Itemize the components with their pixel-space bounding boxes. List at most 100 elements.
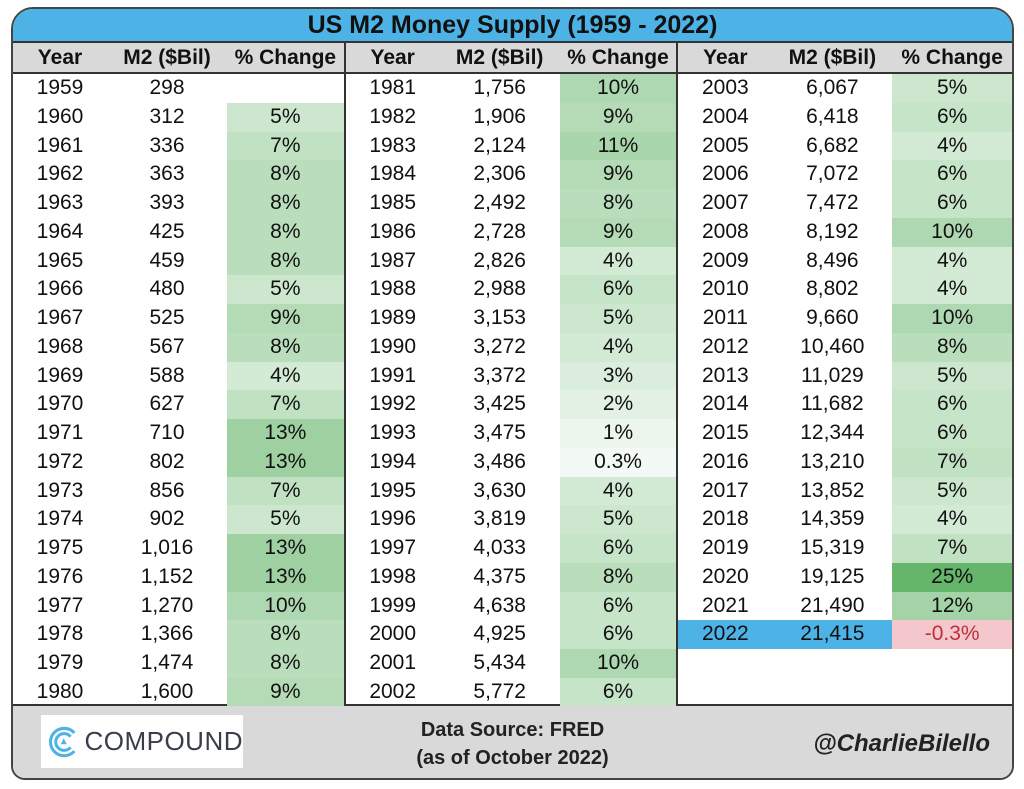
table-section: Year M2 ($Bil) % Change 1981 1,756 10% 1982 1,9… xyxy=(345,43,679,707)
pct-change-cell: 9% xyxy=(559,160,677,189)
table-row: 1959 298 xyxy=(13,74,344,103)
m2-cell: 5,434 xyxy=(473,651,526,674)
year-cell: 1984 xyxy=(369,162,417,186)
column-header: Year xyxy=(37,46,83,69)
table-row: 1992 3,425 2% xyxy=(346,390,677,419)
m2-cell: 6,418 xyxy=(806,104,859,128)
pct-change-cell: 8% xyxy=(559,562,677,592)
column-header: Year xyxy=(370,46,415,69)
year-cell: 1968 xyxy=(36,334,84,358)
year-cell: 1986 xyxy=(369,219,417,243)
m2-cell: 4,925 xyxy=(473,622,526,646)
year-cell: 1975 xyxy=(36,536,84,559)
m2-cell: 3,819 xyxy=(473,507,526,531)
table-row: 1968 567 8% xyxy=(13,332,344,362)
m2-cell: 312 xyxy=(149,104,185,128)
pct-change-cell: 5% xyxy=(559,505,677,534)
header-row: Year M2 ($Bil) % Change xyxy=(345,43,677,74)
table-row: 1982 1,906 9% xyxy=(346,102,677,132)
year-cell: 1998 xyxy=(369,564,417,588)
pct-change-cell: 6% xyxy=(892,419,1012,448)
column-header: Year xyxy=(703,46,748,69)
table-row: 1984 2,306 9% xyxy=(346,160,677,189)
table-row: 1974 902 5% xyxy=(13,505,344,534)
pct-change-cell: 4% xyxy=(559,476,677,506)
pct-change-cell: 5% xyxy=(892,476,1012,506)
year-cell: 2020 xyxy=(701,564,749,588)
pct-change-cell: 8% xyxy=(227,649,344,678)
m2-cell: 480 xyxy=(149,277,185,301)
pct-change-cell: 13% xyxy=(227,534,344,563)
table-row: 2002 5,772 6% xyxy=(346,677,677,707)
year-cell: 2002 xyxy=(369,679,417,703)
m2-cell: 11,029 xyxy=(801,363,864,387)
m2-cell: 8,496 xyxy=(806,248,859,272)
table-row: 2020 19,125 25% xyxy=(678,562,1012,592)
m2-cell: 6,067 xyxy=(806,76,859,99)
pct-change-cell: 5% xyxy=(559,304,677,333)
year-cell: 1976 xyxy=(36,564,84,588)
year-cell: 1981 xyxy=(369,76,417,99)
table-row: 1980 1,600 9% xyxy=(13,677,344,707)
year-cell: 1983 xyxy=(369,133,417,157)
year-cell: 1996 xyxy=(369,507,417,531)
table-row: 2022 21,415 -0.3% xyxy=(678,620,1012,649)
pct-change-cell: 5% xyxy=(892,361,1012,391)
pct-change-cell: 7% xyxy=(892,534,1012,563)
year-cell: 2014 xyxy=(701,392,749,416)
year-cell: 1989 xyxy=(369,306,417,329)
table-row: 1993 3,475 1% xyxy=(346,419,677,448)
table-row: 1971 710 13% xyxy=(13,419,344,448)
table-row: 1969 588 4% xyxy=(13,361,344,391)
table-row: 1976 1,152 13% xyxy=(13,562,344,592)
year-cell: 1970 xyxy=(36,392,84,416)
data-grid: Year M2 ($Bil)% Change 1959 298 1960 312 5% 196… xyxy=(13,43,1012,707)
m2-cell: 4,375 xyxy=(473,564,526,588)
m2-cell: 1,474 xyxy=(140,651,194,674)
table-row: 1997 4,033 6% xyxy=(346,534,677,563)
year-cell: 2001 xyxy=(369,651,417,674)
pct-change-cell: 9% xyxy=(227,304,344,333)
m2-cell: 3,475 xyxy=(473,421,526,444)
m2-cell: 1,152 xyxy=(140,564,194,588)
pct-change-cell: 10% xyxy=(892,304,1012,333)
year-cell: 2017 xyxy=(701,478,749,502)
year-cell: 1961 xyxy=(36,133,84,157)
pct-change-cell: 7% xyxy=(892,447,1012,477)
pct-change-cell: 8% xyxy=(227,246,344,276)
header-row: Year M2 ($Bil) % Change xyxy=(13,43,344,74)
pct-change-cell: 5% xyxy=(227,505,344,534)
pct-change-cell: 8% xyxy=(227,189,344,218)
year-cell: 1978 xyxy=(36,622,84,646)
m2-cell: 2,728 xyxy=(473,219,526,243)
table-row: 2007 7,472 6% xyxy=(678,189,1012,218)
pct-change-cell: 8% xyxy=(227,217,344,247)
year-cell: 1962 xyxy=(36,162,84,186)
table-row: 1964 425 8% xyxy=(13,217,344,247)
table-row: 1965 459 8% xyxy=(13,246,344,276)
table-row: 2001 5,434 10% xyxy=(346,649,677,678)
year-cell: 1965 xyxy=(36,248,84,272)
table-row: 1970 627 7% xyxy=(13,390,344,419)
pct-change-cell: 9% xyxy=(559,217,677,247)
year-cell: 2006 xyxy=(701,162,749,186)
table-row: 2004 6,418 6% xyxy=(678,102,1012,132)
pct-change-cell: 10% xyxy=(559,649,677,678)
table-row: 1988 2,988 6% xyxy=(346,275,677,304)
m2-cell: 8,802 xyxy=(806,277,859,301)
m2-cell: 363 xyxy=(149,162,185,186)
pct-change-cell: 4% xyxy=(892,505,1012,534)
table-row: 1960 312 5% xyxy=(13,102,344,132)
table-row: 1981 1,756 10% xyxy=(346,74,677,103)
pct-change-cell: 10% xyxy=(227,591,344,621)
year-cell: 1992 xyxy=(369,392,417,416)
year-cell: 1988 xyxy=(369,277,417,301)
year-cell: 1991 xyxy=(369,363,417,387)
pct-change-cell: 3% xyxy=(559,361,677,391)
pct-change-cell: 8% xyxy=(892,332,1012,362)
year-cell: 1977 xyxy=(36,593,84,617)
m2-cell: 2,124 xyxy=(473,133,526,157)
year-cell: 1964 xyxy=(36,219,84,243)
table-row: 2019 15,319 7% xyxy=(678,534,1012,563)
pct-change-cell: 4% xyxy=(559,246,677,276)
